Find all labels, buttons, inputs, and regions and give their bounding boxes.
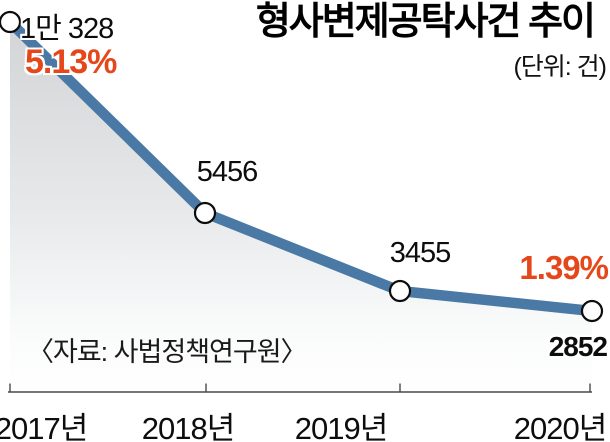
percent-annotation-2017: 5.13% — [25, 43, 117, 81]
trend-line — [6, 18, 593, 317]
data-label-2017: 1만 328 — [20, 13, 114, 45]
data-point-marker-2017 — [0, 10, 22, 34]
percent-annotation-2020: 1.39% — [519, 249, 609, 286]
chart-title: 형사변제공탁사건 추이 — [255, 1, 596, 43]
data-point-marker-2020 — [580, 299, 604, 323]
x-tick-label-2020: 2020년 — [513, 411, 607, 442]
data-label-2018: 5456 — [196, 156, 259, 188]
data-label-2020: 2852 — [548, 331, 608, 362]
x-tick-label-2018: 2018년 — [141, 411, 235, 442]
data-point-marker-2019 — [388, 279, 412, 303]
data-point-marker-2018 — [193, 201, 217, 225]
unit-label: (단위: 건) — [513, 53, 607, 81]
source-credit: 〈자료: 사법정책연구원〉 — [27, 337, 308, 367]
x-tick-label-2019: 2019년 — [294, 411, 388, 442]
x-tick-label-2017: 2017년 — [0, 411, 88, 442]
data-label-2019: 3455 — [389, 237, 452, 269]
